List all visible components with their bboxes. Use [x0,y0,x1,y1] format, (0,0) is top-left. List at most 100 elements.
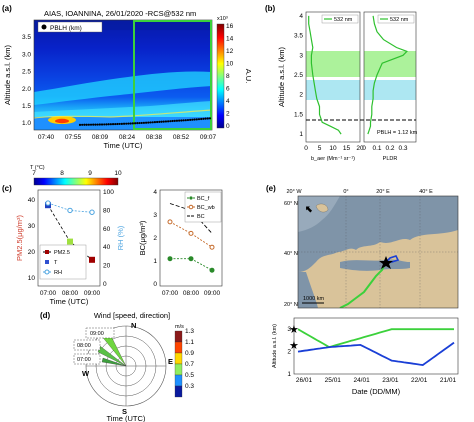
panel-a-xtick: 07:40 [38,134,55,141]
wind-title: Wind [speed, direction] [94,311,170,320]
panel-a-label: (a) [2,4,12,13]
pblh-point [100,123,104,126]
pblh-point [120,122,123,125]
baer-profile [308,15,342,135]
pblh-point [109,123,112,126]
green-trajectory [339,261,387,308]
bc-line [169,221,213,248]
bc-point [209,267,215,273]
pblh-point [206,117,209,120]
panel-e-label: (e) [266,184,276,193]
rh-point [67,207,73,214]
pm25-ytick: 40 [28,197,36,204]
panel-c-xtick: 07:00 [40,290,57,297]
pblh-point [158,120,161,123]
colorbar-a-tick: 6 [226,86,230,93]
panel-b-ytick: 2.5 [294,72,303,79]
temperature-axis-label: T (°C) [30,165,45,171]
pblh-point [153,121,157,124]
start-star-blue: ★ [289,340,299,352]
pblh-point [116,122,119,126]
pldr-profile [367,15,408,135]
c-legend: PM2.5 T RH [39,244,87,280]
wind-colorbar: 1.3 1.1 0.9 0.7 0.5 0.3 [174,328,194,398]
wind-vector-0700 [101,357,127,367]
pblh-point [193,118,196,121]
wind-colorbar-tick: 0.7 [185,361,194,368]
pblh-point [191,118,194,121]
wind-colorbar-tick: 0.5 [185,372,194,379]
wind-time-0800: 08:00 [77,343,91,349]
panel-b-ylabel: Altitude a.s.l. (km) [277,46,286,107]
wind-colorbar-segment [174,374,183,387]
colorbar-a-tick: 2 [226,111,230,118]
aerosol-layer-upper-left [306,51,360,77]
pblh-point [204,117,207,120]
pblh-point [164,120,168,123]
panel-a-xtick: 08:24 [119,134,136,141]
panel-c-label: (c) [2,184,12,193]
pblh-point [133,122,137,125]
panel-a-xtick: 09:07 [200,134,217,141]
pblh-legend-label: PBLH (km) [50,25,82,32]
pblh-point [87,123,90,126]
b-right-legend-label: 532 nm [390,17,409,23]
pm25-point [67,238,73,245]
legend-pm25: PM2.5 [54,250,70,256]
panel-e-xtick: 21/01 [440,377,457,384]
colorbar-a-tick: 10 [226,61,234,68]
wind-colorbar-tick: 1.1 [185,339,194,346]
bc-series [167,203,215,273]
pblh-point [105,123,108,126]
legend-bc: BC [197,214,205,220]
rh-ytick: 40 [103,244,111,251]
rh-ytick: 0 [103,281,107,288]
pblh-point [173,119,176,122]
lat-20n: 20° N [284,302,298,308]
pblh-point [122,122,126,125]
bc-ytick: 0 [153,281,157,288]
rh-ytick: 60 [103,226,111,233]
panel-a-xtick: 08:52 [173,134,190,141]
pblh-point [151,121,154,124]
bc-point [209,244,215,250]
pblh-point [180,119,183,122]
trajectory-map: ⬉ [298,196,458,308]
pblh-point [200,117,203,121]
pblh-point [131,122,134,125]
lat-60n: 60° N [284,201,298,207]
pblh-point [96,123,99,126]
pblh-point [103,123,106,126]
pblh-annotation: PBLH = 1.12 km [377,130,418,136]
pblh-point [184,119,187,122]
panel-a-xtick: 08:38 [146,134,163,141]
panel-e-ytick: 1 [287,371,291,378]
panel-e-ytick: 2 [287,349,291,356]
panel-a-xlabel: Time (UTC) [104,141,143,150]
temperature-tick: 9 [88,170,92,177]
panel-a-ytick: 1.0 [22,120,31,127]
pblh-point [136,122,139,125]
pblh-point [195,118,198,121]
pblh-point [107,123,110,126]
lon-20w: 20° W [286,189,302,195]
panel-b-left-xtick: 10 [329,145,337,152]
rh-point [89,209,95,215]
colorbar-a-tick: 0 [226,123,230,130]
pblh-point [169,120,172,123]
panel-a-xtick: 07:55 [65,134,82,141]
panel-a-ytick: 3.0 [22,51,31,58]
pblh-point [78,123,82,126]
pblh-point [114,122,117,126]
panel-b-right-xlabel: PLDR [383,156,398,162]
pblh-point [81,123,84,126]
panel-a-ylabel: Altitude a.s.l. (km) [3,44,12,105]
wind-colorbar-segment [174,341,183,354]
temperature-tick: 10 [114,170,122,177]
pblh-point [182,119,185,122]
pblh-point [145,121,148,124]
bc-xtick: 08:00 [183,290,200,297]
wind-colorbar-segment [174,363,183,376]
pblh-point [171,119,174,123]
pblh-point [89,123,93,126]
